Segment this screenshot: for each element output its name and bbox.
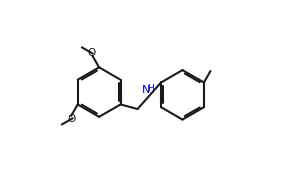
Text: H: H <box>147 84 154 93</box>
Text: O: O <box>67 114 75 124</box>
Text: O: O <box>87 48 95 58</box>
Text: N: N <box>142 85 151 95</box>
